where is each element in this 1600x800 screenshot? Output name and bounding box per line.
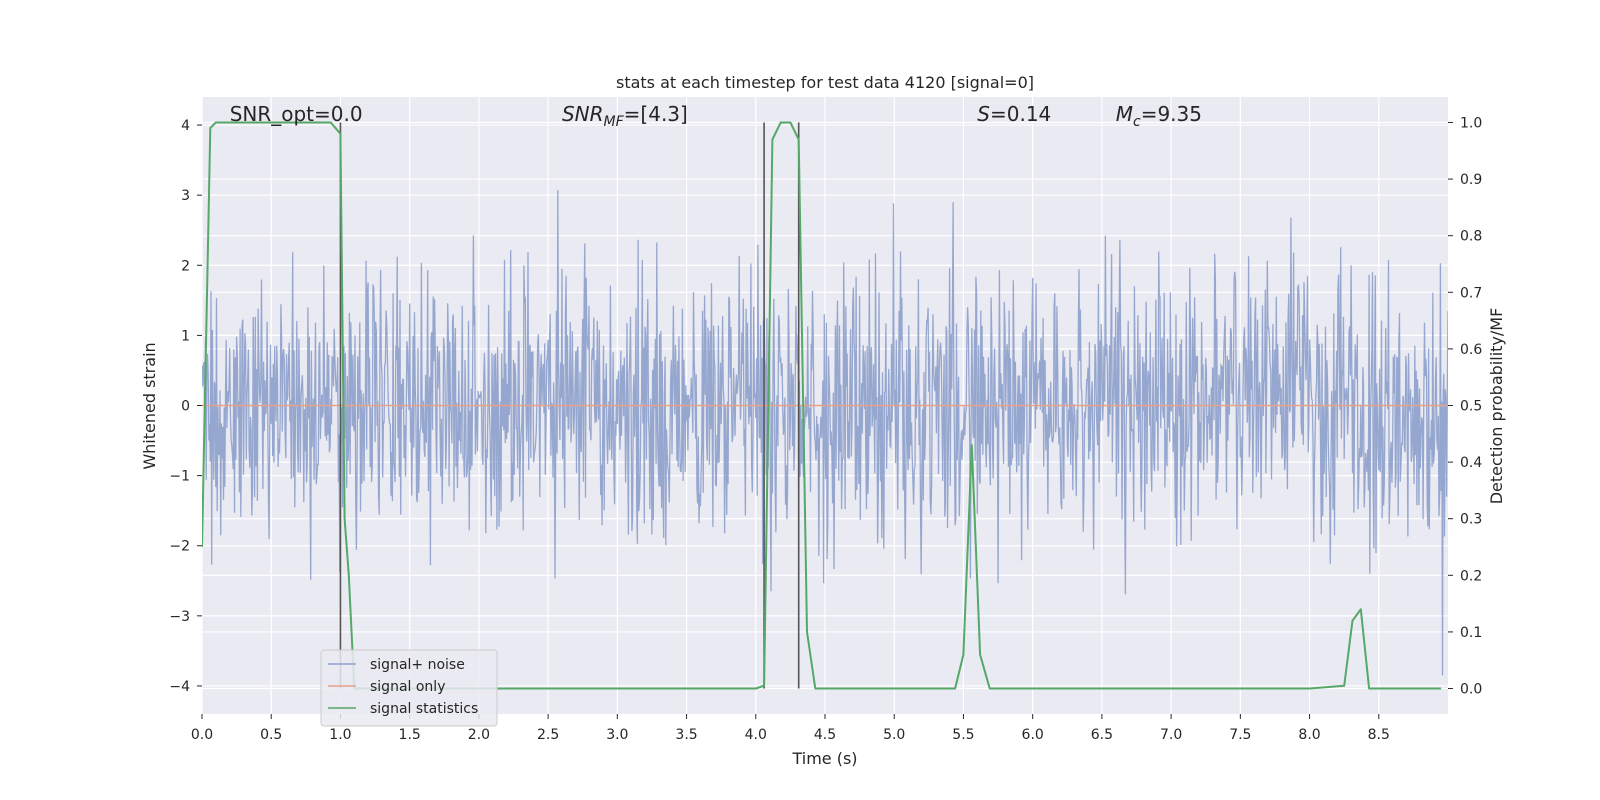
y2-tick-label: 0.3: [1460, 512, 1482, 528]
legend-box: [320, 649, 498, 727]
x-tick-label: 0.0: [191, 727, 213, 743]
y-tick-label: −2: [169, 539, 190, 555]
y-tick-label: 4: [181, 118, 190, 134]
x-tick-label: 1.0: [329, 727, 351, 743]
legend-label-signal-statistics: signal statistics: [370, 701, 478, 717]
annotations: SNR_opt=0.0 SNRMF=[4.3] S=0.14 Mc=9.35: [230, 102, 1202, 130]
legend: signal+ noise signal only signal statist…: [320, 649, 498, 727]
x-tick-label: 1.5: [399, 727, 421, 743]
y2-tick-label: 1.0: [1460, 115, 1482, 131]
y2-tick-label: 0.0: [1460, 682, 1482, 698]
y-tick-label: 1: [181, 328, 190, 344]
y2-axis-ticks: 1.0 0.9 0.8 0.7 0.6 0.5 0.4 0.3 0.2 0.1 0.0: [1448, 115, 1482, 698]
x-tick-label: 4.0: [745, 727, 767, 743]
signal-statistics-line: [202, 121, 1442, 690]
y2-tick-label: 0.5: [1460, 399, 1482, 415]
y-tick-label: −3: [169, 609, 190, 625]
y2-tick-label: 0.6: [1460, 342, 1482, 358]
x-tick-label: 5.5: [952, 727, 974, 743]
y2-tick-label: 0.7: [1460, 285, 1482, 301]
y-axis-ticks: 4 3 2 1 0 −1 −2 −3 −4: [169, 118, 202, 695]
y2-tick-label: 0.1: [1460, 625, 1482, 641]
annotation-2: S=0.14: [977, 102, 1051, 126]
annotation-1: SNRMF=[4.3]: [562, 102, 688, 130]
x-tick-label: 2.5: [537, 727, 559, 743]
x-tick-label: 6.5: [1091, 727, 1113, 743]
chart-title: stats at each timestep for test data 412…: [616, 73, 1034, 92]
x-tick-label: 5.0: [883, 727, 905, 743]
x-tick-label: 3.0: [606, 727, 628, 743]
legend-label-signal-only: signal only: [370, 679, 445, 695]
x-tick-label: 6.0: [1022, 727, 1044, 743]
y2-axis-title: Detection probability/MF: [1487, 308, 1506, 505]
annotation-3: Mc=9.35: [1116, 102, 1202, 130]
y-tick-label: 2: [181, 258, 190, 274]
x-axis-ticks: 0.0 0.5 1.0 1.5 2.0 2.5 3.0 3.5 4.0 4.5 5.0 5.5 6.0 6…: [191, 714, 1390, 743]
x-tick-label: 4.5: [814, 727, 836, 743]
y-axis-title: Whitened strain: [140, 342, 159, 469]
series-signal-plus-noise: [202, 189, 1448, 676]
legend-label-signal-plus-noise: signal+ noise: [370, 657, 465, 673]
y-tick-label: 3: [181, 188, 190, 204]
x-tick-label: 7.0: [1160, 727, 1182, 743]
y2-tick-label: 0.2: [1460, 568, 1482, 584]
y-tick-label: −1: [169, 469, 190, 485]
x-axis-title: Time (s): [791, 749, 857, 768]
y2-tick-label: 0.9: [1460, 172, 1482, 188]
y-tick-label: 0: [181, 399, 190, 415]
x-tick-label: 7.5: [1229, 727, 1251, 743]
x-tick-label: 8.5: [1368, 727, 1390, 743]
x-tick-label: 3.5: [675, 727, 697, 743]
x-tick-label: 2.0: [468, 727, 490, 743]
annotation-0: SNR_opt=0.0: [230, 102, 363, 126]
x-tick-label: 8.0: [1298, 727, 1320, 743]
y2-tick-label: 0.8: [1460, 229, 1482, 245]
y2-tick-label: 0.4: [1460, 455, 1482, 471]
noise-line: [202, 189, 1448, 676]
x-tick-label: 0.5: [260, 727, 282, 743]
series-signal-statistics: [202, 121, 1442, 690]
data-layer: [202, 121, 1448, 690]
y-tick-label: −4: [169, 679, 190, 695]
